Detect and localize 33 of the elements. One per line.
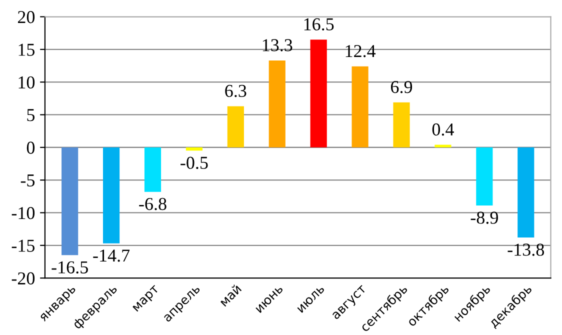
data-label: 13.3 — [262, 39, 292, 52]
y-tick-label: 5 — [27, 109, 35, 122]
bar — [476, 147, 493, 206]
bar — [186, 147, 203, 151]
bar — [434, 144, 452, 148]
y-tick-label: 0 — [26, 142, 35, 154]
y-tick-label: -15 — [12, 240, 35, 252]
y-tick-label: -20 — [12, 272, 35, 284]
data-label: -0.5 — [180, 156, 208, 170]
y-tick-label: -5 — [20, 174, 35, 187]
bar — [310, 40, 327, 148]
bar — [227, 106, 244, 148]
data-label: 16.5 — [304, 18, 334, 30]
data-label: 6.3 — [225, 84, 246, 98]
data-label: -14.7 — [93, 250, 130, 262]
bar — [393, 102, 410, 148]
data-label: 6.9 — [391, 80, 412, 94]
data-label: 0.4 — [432, 123, 454, 136]
bar — [352, 66, 368, 148]
data-label: 12.4 — [346, 45, 376, 58]
data-label: -8.9 — [470, 212, 498, 224]
bar — [103, 147, 120, 244]
y-tick-label: -10 — [12, 206, 35, 220]
bar — [62, 147, 78, 256]
bar — [268, 60, 286, 148]
data-label: -6.8 — [139, 198, 166, 210]
y-tick-label: 15 — [18, 44, 35, 56]
bar — [144, 147, 162, 192]
bar — [518, 147, 534, 238]
data-label: -13.8 — [508, 244, 544, 256]
y-tick-label: 20 — [18, 11, 35, 24]
y-tick-label: 10 — [18, 76, 35, 89]
data-label: -16.5 — [52, 261, 88, 274]
